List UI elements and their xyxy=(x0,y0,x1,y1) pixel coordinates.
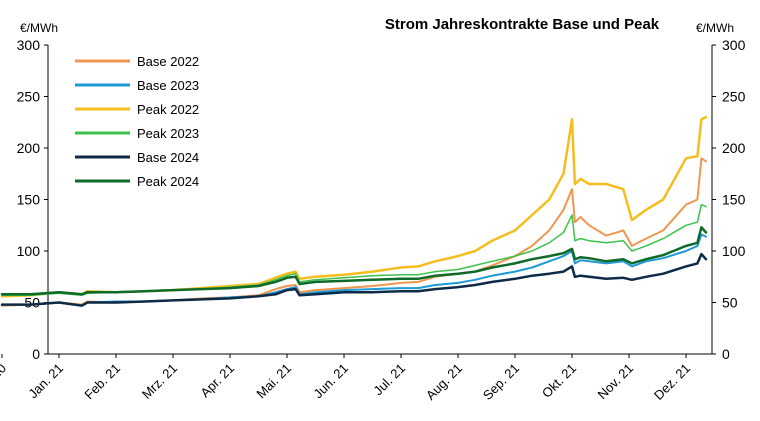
x-tick-label: Nov. 21 xyxy=(595,361,637,403)
x-tick-label: Jun. 21 xyxy=(310,361,351,402)
x-tick-label: Okt. 21 xyxy=(539,361,579,401)
legend-label: Base 2022 xyxy=(137,54,199,69)
legend-label: Base 2024 xyxy=(137,150,199,165)
x-ticks: Dez. 20 Jan. 21 Feb. 21 Mrz. 21 Apr. 21 Mai. … xyxy=(0,354,693,403)
y-axis-unit-right: €/MWh xyxy=(696,21,734,35)
y-tick-label-right: 100 xyxy=(722,243,746,259)
y-tick-label-left: 0 xyxy=(32,346,40,362)
chart-title: Strom Jahreskontrakte Base und Peak xyxy=(385,16,660,33)
x-tick-label: Aug. 21 xyxy=(423,361,465,403)
legend-label: Peak 2024 xyxy=(137,174,199,189)
y-tick-label-left: 50 xyxy=(24,295,40,311)
legend: Base 2022 Base 2023 Peak 2022 Peak 2023 Base… xyxy=(75,54,199,189)
y-tick-label-right: 300 xyxy=(722,37,746,53)
x-tick-label: Jan. 21 xyxy=(25,361,66,402)
y-axis-unit-left: €/MWh xyxy=(20,21,58,35)
y-tick-label-right: 50 xyxy=(722,295,738,311)
y-ticks-left: 0 50 100 150 200 250 300 xyxy=(17,37,48,362)
series-line-peak-2022 xyxy=(0,115,708,298)
y-tick-label-left: 200 xyxy=(17,140,41,156)
y-tick-label-left: 100 xyxy=(17,243,41,259)
x-tick-label: Mai. 21 xyxy=(253,361,294,402)
y-ticks-right: 0 50 100 150 200 250 300 xyxy=(712,37,746,362)
legend-label: Peak 2023 xyxy=(137,126,199,141)
x-tick-label: Sep. 21 xyxy=(480,361,522,403)
series-line-base-2023 xyxy=(1,233,707,307)
series-line-peak-2024 xyxy=(0,226,708,296)
series-line-base-2024 xyxy=(0,252,708,307)
x-tick-label: Feb. 21 xyxy=(81,361,123,403)
y-tick-label-right: 200 xyxy=(722,140,746,156)
x-tick-label: Dez. 21 xyxy=(651,361,693,403)
y-tick-label-left: 250 xyxy=(17,89,41,105)
x-tick-label: Apr. 21 xyxy=(197,361,237,401)
y-tick-label-left: 300 xyxy=(17,37,41,53)
legend-label: Base 2023 xyxy=(137,78,199,93)
y-tick-label-right: 150 xyxy=(722,192,746,208)
y-tick-label-right: 0 xyxy=(722,346,730,362)
series-lines xyxy=(0,115,708,307)
x-tick-label: Jul. 21 xyxy=(370,361,408,399)
legend-label: Peak 2022 xyxy=(137,102,199,117)
x-tick-label: Dez. 20 xyxy=(0,361,9,403)
y-tick-label-left: 150 xyxy=(17,192,41,208)
x-tick-label: Mrz. 21 xyxy=(139,361,180,402)
y-tick-label-right: 250 xyxy=(722,89,746,105)
